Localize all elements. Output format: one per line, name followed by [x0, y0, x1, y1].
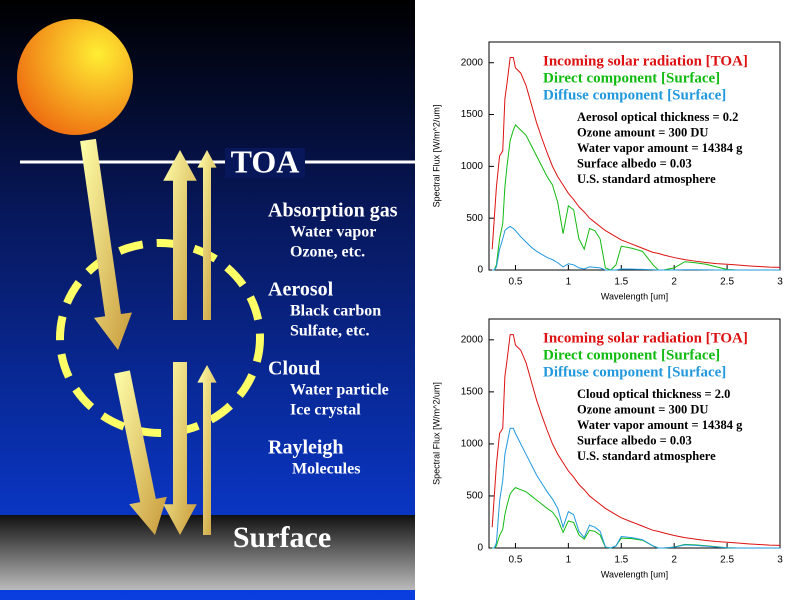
x-tick-label: 0.5 [509, 277, 523, 288]
line-chart: 0 500 1000 1500 2000 0.5 1 1.5 2 2.5 3 Wavelength [… [431, 318, 783, 579]
surface-label: Surface [233, 521, 331, 554]
annotation: Surface albedo = 0.03 [577, 156, 692, 170]
legend-entry: Diffuse component [Surface] [543, 364, 726, 380]
annotation: Aerosol optical thickness = 0.2 [577, 110, 738, 124]
process-title: Aerosol [268, 279, 334, 301]
process-item: Ozone, etc. [290, 244, 365, 261]
y-tick-label: 1000 [461, 161, 484, 172]
x-tick-label: 2 [671, 277, 677, 288]
annotation: Surface albedo = 0.03 [577, 433, 692, 447]
process-item: Sulfate, etc. [290, 323, 370, 340]
x-tick-label: 1 [566, 555, 572, 566]
toa-label-bg [225, 148, 305, 178]
y-tick-label: 500 [466, 213, 483, 224]
x-tick-label: 1 [566, 277, 572, 288]
series-line [491, 57, 781, 268]
y-tick-label: 1500 [461, 387, 484, 398]
process-item: Water vapor [290, 224, 376, 241]
x-tick-label: 2 [671, 555, 677, 566]
plot-frame [488, 41, 781, 271]
arrow [114, 370, 167, 535]
y-tick-label: 1500 [461, 109, 484, 120]
process-title: Absorption gas [268, 200, 398, 222]
scattering-region [56, 239, 264, 437]
series-line [491, 334, 781, 546]
y-axis-label: Spectral Flux [W/m^2/um] [431, 382, 441, 485]
y-tick-label: 1000 [461, 439, 484, 450]
y-tick-label: 2000 [461, 57, 484, 68]
process-item: Molecules [292, 461, 360, 478]
legend-entry: Incoming solar radiation [TOA] [543, 53, 748, 69]
annotation: Ozone amount = 300 DU [577, 125, 708, 139]
arrow [197, 150, 217, 320]
x-axis-label: Wavelength [um] [601, 291, 668, 301]
y-tick-label: 500 [466, 491, 483, 502]
x-tick-label: 0.5 [509, 555, 523, 566]
process-item: Black carbon [290, 303, 381, 320]
annotation: Water vapor amount = 14384 g [577, 141, 743, 155]
line-chart: 0 500 1000 1500 2000 0.5 1 1.5 2 2.5 3 Wavelength [… [431, 41, 783, 301]
toa-label: TOA [231, 143, 300, 179]
process-title: Rayleigh [268, 437, 344, 459]
series-line [492, 225, 780, 271]
arrow [80, 138, 133, 350]
arrow [197, 365, 217, 535]
y-tick-label: 2000 [461, 334, 484, 345]
legend-entry: Direct component [Surface] [543, 347, 720, 363]
process-list: Absorption gas Water vapor Ozone, etc. Aero… [268, 200, 398, 478]
x-tick-label: 3 [777, 277, 783, 288]
x-tick-label: 2.5 [720, 277, 734, 288]
x-tick-label: 1.5 [614, 277, 628, 288]
plot-frame [488, 318, 781, 549]
x-tick-label: 2.5 [720, 555, 734, 566]
legend-entry: Diffuse component [Surface] [543, 87, 726, 103]
radiation-arrows [80, 138, 217, 535]
y-tick-label: 0 [477, 265, 483, 276]
legend-entry: Incoming solar radiation [TOA] [543, 330, 748, 346]
legend-entry: Direct component [Surface] [543, 70, 720, 86]
annotation: Ozone amount = 300 DU [577, 402, 708, 416]
process-item: Ice crystal [290, 402, 361, 419]
y-axis-label: Spectral Flux [W/m^2/um] [431, 105, 441, 208]
x-axis-label: Wavelength [um] [601, 569, 668, 579]
x-tick-label: 3 [777, 555, 783, 566]
sun [17, 19, 133, 135]
annotation: U.S. standard atmosphere [577, 449, 716, 463]
process-title: Cloud [268, 358, 320, 380]
arrow [163, 362, 197, 535]
arrow [163, 150, 197, 320]
process-item: Water particle [290, 382, 389, 399]
annotation: U.S. standard atmosphere [577, 172, 716, 186]
series-line [492, 427, 780, 549]
x-tick-label: 1.5 [614, 555, 628, 566]
series-line [492, 124, 780, 271]
y-tick-label: 0 [477, 543, 483, 554]
annotation: Water vapor amount = 14384 g [577, 418, 743, 432]
annotation: Cloud optical thickness = 2.0 [577, 387, 730, 401]
